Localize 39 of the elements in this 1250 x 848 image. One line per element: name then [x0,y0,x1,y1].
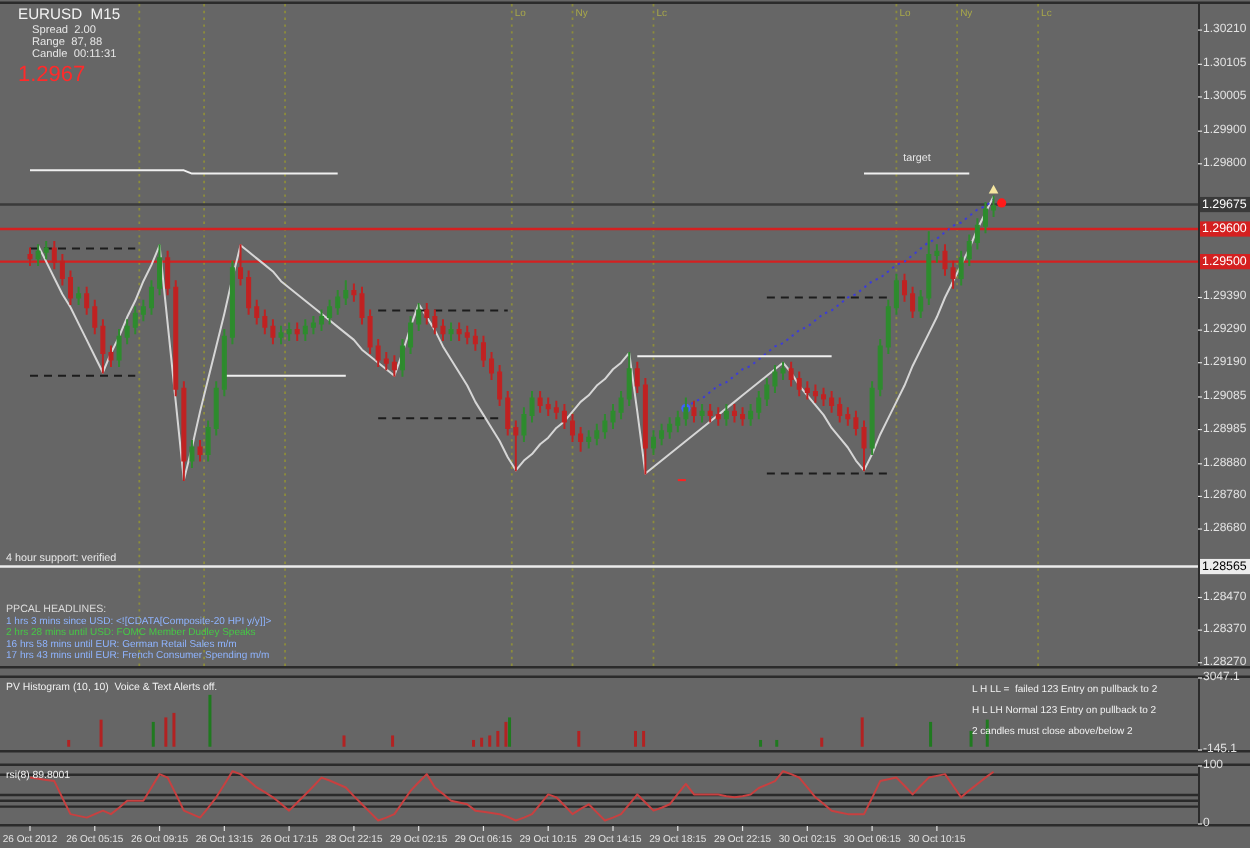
candlestick [278,325,284,345]
candlestick [464,325,470,345]
candlestick [667,417,673,439]
candlestick [821,387,827,407]
candlestick [302,319,308,341]
candlestick [456,322,462,341]
annotation: 1.2967 [18,63,86,87]
candlestick [310,316,316,335]
candlestick [294,322,300,341]
candlestick [448,322,454,341]
candlestick [35,244,41,266]
candlestick [286,322,292,341]
candlestick [521,407,527,442]
candlestick [43,241,49,260]
candlestick [391,355,397,377]
candlestick [189,439,195,469]
candlestick [27,247,33,266]
candlestick [837,397,843,423]
candlestick [691,400,697,423]
line-series [37,195,995,482]
point [988,184,999,194]
candlestick [586,430,592,449]
candlestick [76,286,82,306]
line-series [29,770,995,822]
candlestick [650,430,657,456]
candlestick [699,404,705,423]
candlestick [723,404,729,426]
candlestick [812,384,818,403]
candlestick [731,404,737,423]
candlestick [529,391,535,423]
point [997,198,1007,208]
candlestick [545,397,551,416]
candlestick [780,361,786,381]
candlestick [432,309,438,335]
candlestick [715,407,721,426]
candlestick [537,391,543,413]
candlestick [707,404,713,423]
candlestick [740,407,746,426]
candlestick [197,439,203,462]
